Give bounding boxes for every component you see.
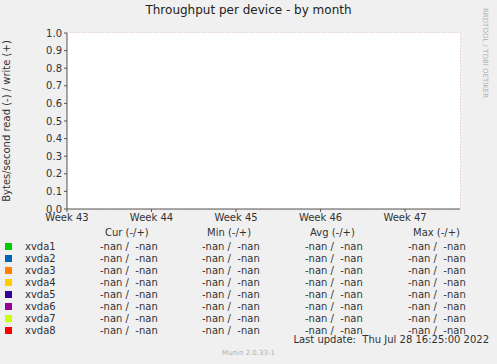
svg-text:0.0: 0.0 (46, 204, 62, 215)
html-text:-nan / -nan: -nan / -nan (305, 325, 363, 336)
svg-text:Week 47: Week 47 (383, 212, 426, 223)
html-text:-nan / -nan: -nan / -nan (408, 289, 466, 300)
html-text:-nan / -nan: -nan / -nan (305, 301, 363, 312)
svg-text:Bytes/second read (-) / write: Bytes/second read (-) / write (+) (8, 40, 12, 202)
html-text:-nan / -nan: -nan / -nan (408, 241, 466, 252)
svg-text:1.0: 1.0 (46, 28, 62, 39)
html-text:-nan / -nan: -nan / -nan (305, 277, 363, 288)
html-text:-nan / -nan: -nan / -nan (202, 289, 260, 300)
html-text:-nan / -nan: -nan / -nan (305, 241, 363, 252)
svg-text:0.3: 0.3 (46, 151, 62, 162)
html-text:-nan / -nan: -nan / -nan (408, 265, 466, 276)
html-text:-nan / -nan: -nan / -nan (202, 313, 260, 324)
html-text:-nan / -nan: -nan / -nan (100, 289, 158, 300)
svg-text:Week 46: Week 46 (299, 212, 342, 223)
html-text:xvda2: xvda2 (25, 253, 56, 264)
html-text:Avg (-/+): Avg (-/+) (310, 227, 355, 238)
html-text:xvda3: xvda3 (25, 265, 56, 276)
html-text:-nan / -nan: -nan / -nan (202, 277, 260, 288)
html-text:xvda5: xvda5 (25, 289, 56, 300)
html-text:xvda6: xvda6 (25, 301, 56, 312)
html-text:xvda1: xvda1 (25, 241, 56, 252)
html-text:Cur (-/+): Cur (-/+) (105, 227, 149, 238)
svg-text:0.2: 0.2 (46, 168, 62, 179)
html-text:-nan / -nan: -nan / -nan (305, 265, 363, 276)
html-text:-nan / -nan: -nan / -nan (202, 325, 260, 336)
svg-text:0.9: 0.9 (46, 45, 62, 56)
html-text:-nan / -nan: -nan / -nan (100, 265, 158, 276)
html-text:-nan / -nan: -nan / -nan (100, 313, 158, 324)
html-text:-nan / -nan: -nan / -nan (408, 277, 466, 288)
html-text:-nan / -nan: -nan / -nan (100, 325, 158, 336)
html-text:-nan / -nan: -nan / -nan (100, 301, 158, 312)
svg-text:0.4: 0.4 (46, 133, 62, 144)
svg-text:0.5: 0.5 (46, 116, 62, 127)
html-text:xvda8: xvda8 (25, 325, 56, 336)
html-text:-nan / -nan: -nan / -nan (100, 253, 158, 264)
html-text:-nan / -nan: -nan / -nan (408, 325, 466, 336)
svg-text:0.8: 0.8 (46, 63, 62, 74)
html-text:-nan / -nan: -nan / -nan (305, 289, 363, 300)
html-text:Munin 2.0.33-1: Munin 2.0.33-1 (222, 349, 275, 357)
html-text:-nan / -nan: -nan / -nan (202, 241, 260, 252)
html-text:-nan / -nan: -nan / -nan (408, 301, 466, 312)
html-text:Min (-/+): Min (-/+) (207, 227, 252, 238)
svg-text:0.7: 0.7 (46, 80, 62, 91)
svg-text:0.1: 0.1 (46, 186, 62, 197)
html-text:-nan / -nan: -nan / -nan (305, 253, 363, 264)
html-text:RRDTOOL / TOBI OETIKER: RRDTOOL / TOBI OETIKER (481, 8, 489, 99)
html-text:Max (-/+): Max (-/+) (413, 227, 460, 238)
html-text:-nan / -nan: -nan / -nan (100, 277, 158, 288)
html-text:-nan / -nan: -nan / -nan (100, 241, 158, 252)
html-text:xvda7: xvda7 (25, 313, 56, 324)
html-text:xvda4: xvda4 (25, 277, 56, 288)
html-text:Throughput per device - by mon: Throughput per device - by month (145, 3, 352, 17)
svg-text:0.6: 0.6 (46, 98, 62, 109)
html-text:-nan / -nan: -nan / -nan (305, 313, 363, 324)
html-text:Last update: Thu Jul 28 16:25:: Last update: Thu Jul 28 16:25:00 2022 (293, 334, 489, 345)
svg-text:Week 44: Week 44 (130, 212, 173, 223)
html-text:-nan / -nan: -nan / -nan (408, 313, 466, 324)
svg-text:Week 43: Week 43 (45, 212, 89, 224)
html-text:-nan / -nan: -nan / -nan (408, 253, 466, 264)
html-text:-nan / -nan: -nan / -nan (202, 253, 260, 264)
html-text:-nan / -nan: -nan / -nan (202, 265, 260, 276)
html-text:-nan / -nan: -nan / -nan (202, 301, 260, 312)
svg-text:Week 45: Week 45 (214, 212, 257, 223)
